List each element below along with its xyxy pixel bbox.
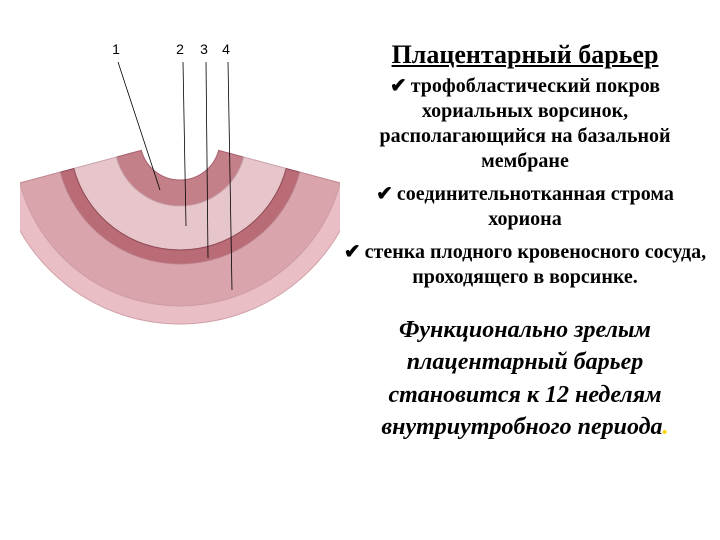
layer-label: 1 [112,41,120,57]
arc-diagram: 1 234 [20,40,340,360]
footnote-text: Функционально зрелым плацентарный барьер… [381,317,662,440]
layer-label: 4 [222,41,230,57]
bullet-item: ✔соединительнотканная строма хориона [340,182,710,232]
bullet-text: стенка плодного кровеносного сосуда, про… [365,241,706,288]
footnote: Функционально зрелым плацентарный барьер… [340,314,710,444]
layer-label: 2 [176,41,184,57]
check-icon: ✔ [390,75,407,97]
bullet-text: трофобластический покров хориальных ворс… [379,75,670,172]
bullet-item: ✔стенка плодного кровеносного сосуда, пр… [340,240,710,290]
text-column: Плацентарный барьер ✔трофобластический п… [340,40,710,444]
layer-label: 3 [200,41,208,57]
footnote-dot: . [663,414,669,440]
check-icon: ✔ [344,241,361,263]
page-title: Плацентарный барьер [340,40,710,70]
diagram-container: 1 234 [20,40,340,360]
bullet-item: ✔трофобластический покров хориальных вор… [340,74,710,174]
page: 1234 Плацентарный барьер ✔трофобластичес… [0,0,720,540]
bullet-text: соединительнотканная строма хориона [397,183,674,230]
bullet-list: ✔трофобластический покров хориальных вор… [340,74,710,290]
check-icon: ✔ [376,183,393,205]
